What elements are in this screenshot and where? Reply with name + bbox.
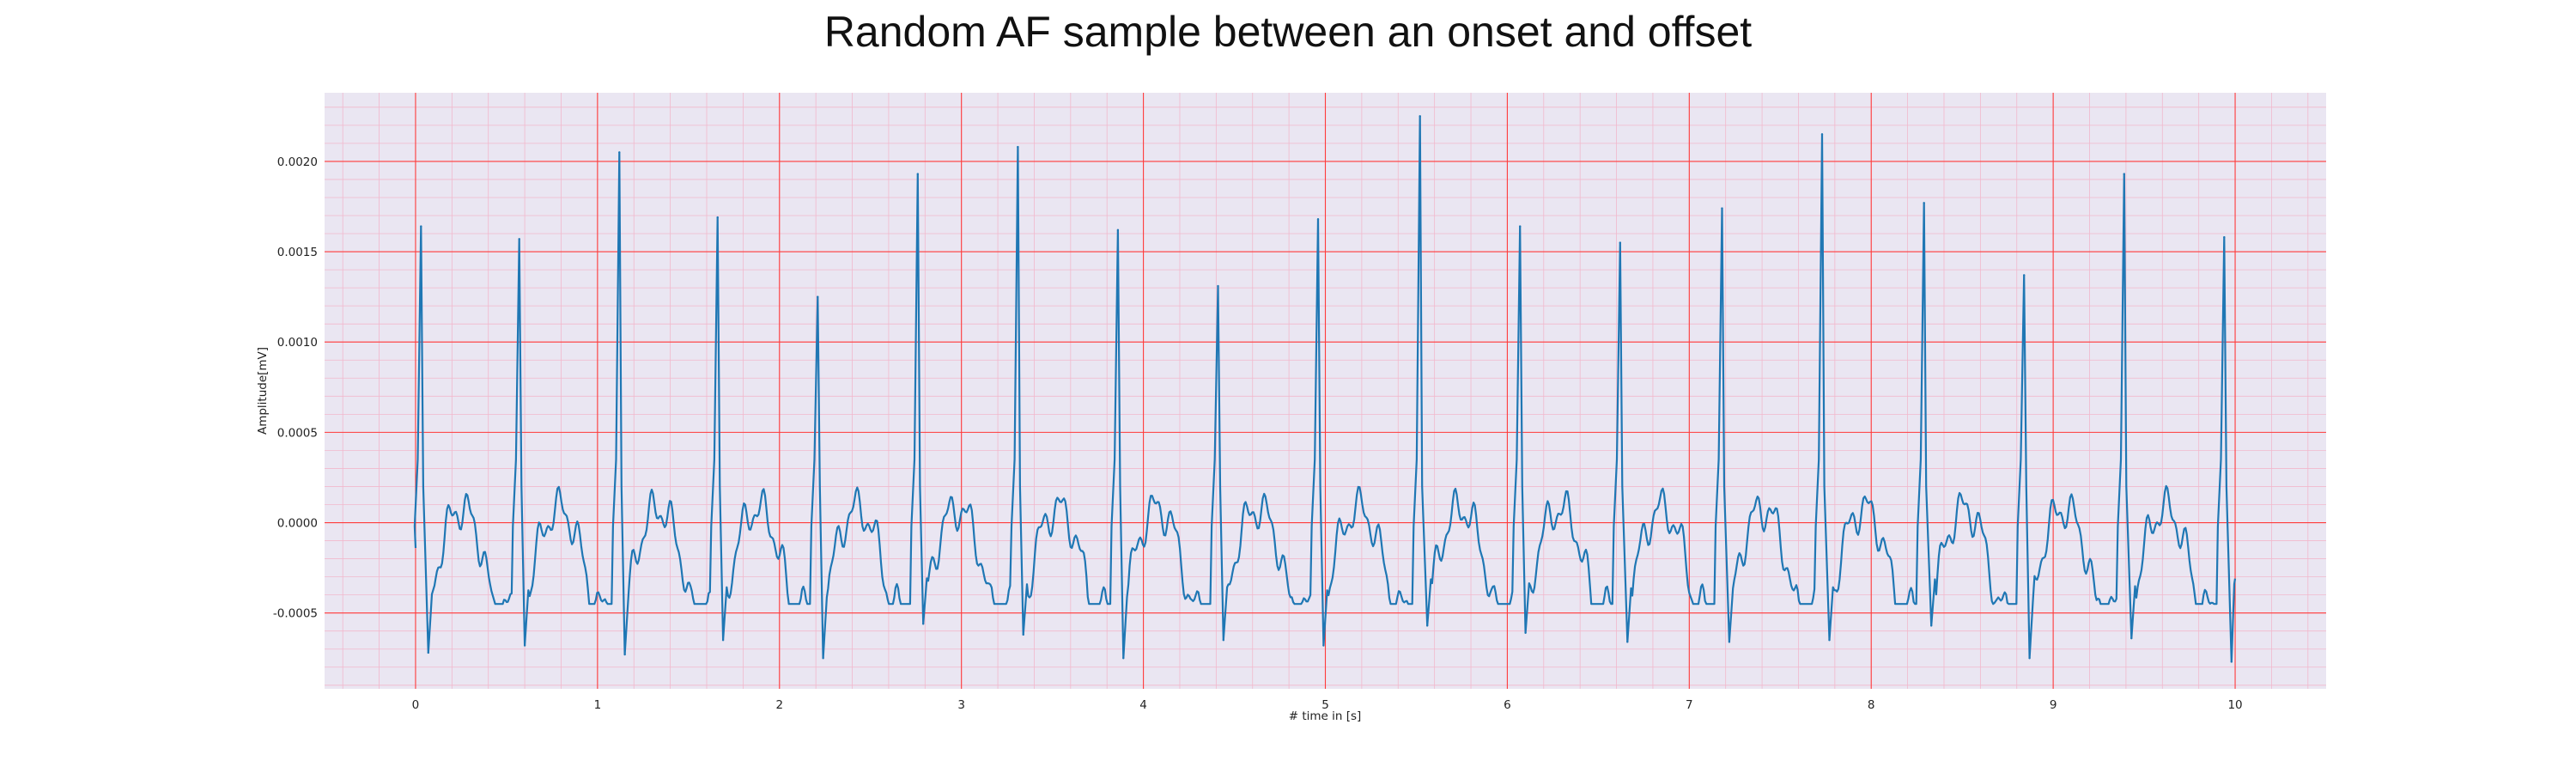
r-peak-point xyxy=(717,216,719,218)
x-axis-label: # time in [s] xyxy=(1289,709,1362,723)
x-tick-label: 1 xyxy=(594,698,602,712)
s-trough-point xyxy=(922,623,924,624)
y-tick-labels: -0.0005 0.0000 0.0005 0.0010 0.0015 0.0020 xyxy=(273,155,318,621)
r-peak-point xyxy=(817,295,818,297)
y-tick-label: 0.0020 xyxy=(277,155,318,169)
r-peak-point xyxy=(618,151,620,153)
s-trough-point xyxy=(1626,641,1628,642)
s-trough-point xyxy=(1930,624,1932,626)
r-peak-point xyxy=(917,173,919,174)
x-tick-label: 4 xyxy=(1139,698,1147,712)
s-trough-point xyxy=(2028,657,2030,659)
s-trough-point xyxy=(1828,639,1830,641)
s-trough-point xyxy=(822,657,823,659)
s-trough-point xyxy=(1728,641,1730,642)
x-tick-label: 10 xyxy=(2227,698,2242,712)
x-tick-label: 6 xyxy=(1504,698,1511,712)
s-trough-point xyxy=(1122,657,1124,659)
s-trough-point xyxy=(1426,624,1428,626)
r-peak-point xyxy=(2023,274,2025,276)
y-tick-label: -0.0005 xyxy=(273,607,318,621)
r-peak-point xyxy=(2123,173,2125,174)
s-trough-point xyxy=(623,654,625,655)
r-peak-point xyxy=(519,238,520,240)
y-tick-label: 0.0005 xyxy=(277,426,318,440)
x-tick-label: 7 xyxy=(1686,698,1693,712)
r-peak-point xyxy=(420,225,422,227)
s-trough-point xyxy=(2130,637,2132,639)
s-trough-point xyxy=(428,652,429,654)
x-tick-label: 2 xyxy=(775,698,783,712)
r-peak-point xyxy=(1017,146,1018,148)
x-tick-label: 0 xyxy=(412,698,420,712)
x-tick-label: 3 xyxy=(957,698,965,712)
s-trough-point xyxy=(1322,644,1324,646)
s-trough-point xyxy=(1524,632,1526,634)
y-axis-label: Amplitude[mV] xyxy=(256,347,270,435)
r-peak-point xyxy=(1821,133,1823,135)
r-peak-point xyxy=(1217,285,1218,287)
y-tick-label: 0.0015 xyxy=(277,246,318,259)
r-peak-point xyxy=(2223,236,2225,238)
x-tick-label: 9 xyxy=(2050,698,2057,712)
r-peak-point xyxy=(1619,241,1621,243)
r-peak-point xyxy=(1317,218,1319,220)
s-trough-point xyxy=(722,639,724,641)
r-peak-point xyxy=(1117,229,1119,231)
s-trough-point xyxy=(1023,634,1024,636)
s-trough-point xyxy=(2231,660,2233,662)
x-tick-label: 8 xyxy=(1868,698,1875,712)
r-peak-point xyxy=(1721,207,1722,209)
s-trough-point xyxy=(524,644,526,646)
r-peak-point xyxy=(1419,115,1420,117)
y-tick-label: 0.0010 xyxy=(277,336,318,350)
y-tick-label: 0.0000 xyxy=(277,517,318,531)
r-peak-point xyxy=(1519,225,1521,227)
r-peak-point xyxy=(1923,202,1924,204)
s-trough-point xyxy=(1223,639,1224,641)
